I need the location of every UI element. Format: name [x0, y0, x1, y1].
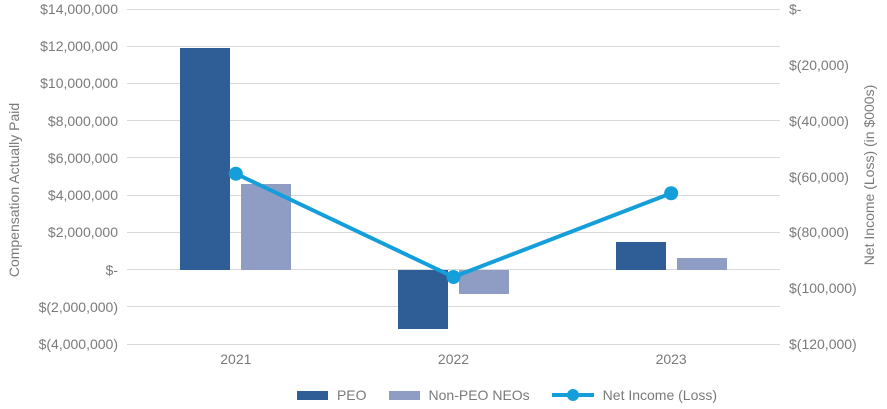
legend-line-marker-icon: [551, 388, 594, 402]
gridline: [127, 343, 780, 345]
legend-label-peo: PEO: [336, 387, 367, 403]
right-axis-tick-label: $(60,000): [789, 168, 849, 185]
left-axis-tick-label: $12,000,000: [40, 38, 118, 55]
left-axis-tick-label: $6,000,000: [47, 149, 118, 166]
bar-non-peo-neos-2021: [241, 183, 292, 270]
right-axis-title: Net Income (Loss) (in $000s): [861, 84, 877, 266]
bar-peo-2022: [398, 269, 448, 330]
gridline: [127, 306, 780, 308]
legend: PEO Non-PEO NEOs Net Income (Loss): [127, 387, 887, 403]
x-axis-label-2022: 2022: [437, 351, 470, 367]
legend-swatch-peo: [296, 390, 328, 400]
bar-peo-2023: [615, 241, 666, 270]
left-axis-tick-label: $(2,000,000): [38, 298, 118, 315]
gridline: [127, 8, 780, 10]
left-axis-tick-label: $10,000,000: [40, 75, 118, 92]
gridline: [127, 45, 780, 47]
left-axis-tick-label: $-: [105, 261, 118, 278]
legend-item-non-peo-neos: Non-PEO NEOs: [388, 387, 530, 403]
legend-item-peo: PEO: [296, 387, 367, 403]
legend-label-non-peo-neos: Non-PEO NEOs: [428, 387, 530, 403]
x-axis-label-2023: 2023: [655, 351, 687, 367]
x-axis-label-2021: 2021: [220, 351, 252, 367]
gridline: [127, 157, 780, 159]
legend-swatch-non-peo-neos: [388, 390, 420, 400]
left-axis-tick-label: $8,000,000: [47, 112, 118, 129]
left-axis-tick-label: $4,000,000: [47, 187, 118, 204]
bar-non-peo-neos-2022: [459, 269, 509, 294]
right-axis-tick-label: $-: [789, 1, 802, 17]
left-axis-tick-label: $(4,000,000): [38, 336, 118, 352]
right-axis-tick-label: $(120,000): [789, 336, 857, 352]
legend-item-net-income-loss: Net Income (Loss): [551, 387, 718, 403]
legend-label-net-income-loss: Net Income (Loss): [602, 387, 718, 403]
left-axis-tick-label: $2,000,000: [47, 224, 118, 241]
left-axis-tick-label: $14,000,000: [40, 1, 118, 17]
gridline: [127, 120, 780, 122]
line-point-2023: [664, 186, 679, 201]
bar-peo-2021: [180, 48, 231, 270]
line-point-2021: [228, 166, 243, 181]
right-axis-tick-label: $(40,000): [789, 112, 849, 129]
bar-non-peo-neos-2023: [676, 258, 727, 270]
right-axis-tick-label: $(100,000): [789, 280, 857, 297]
gridline: [127, 82, 780, 84]
line-net-income-loss: [234, 171, 672, 280]
right-axis-tick-label: $(80,000): [789, 224, 849, 241]
right-axis-tick-label: $(20,000): [789, 56, 849, 73]
